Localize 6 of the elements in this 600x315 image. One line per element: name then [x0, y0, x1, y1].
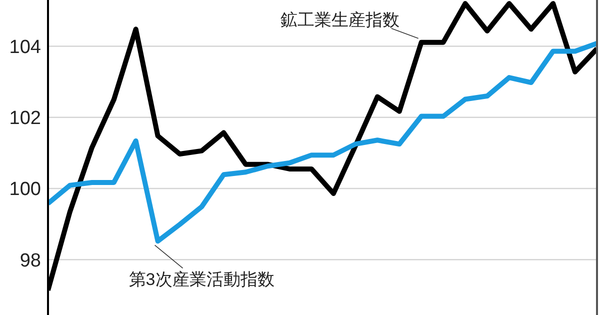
y-tick-label: 104 — [9, 36, 42, 58]
y-tick-label: 98 — [20, 250, 41, 272]
y-tick-label: 102 — [9, 108, 41, 130]
y-tick-label: 100 — [9, 179, 41, 200]
text: 第3次産業活動指数 — [128, 270, 274, 290]
series-label: 鉱工業生産指数 — [280, 10, 400, 30]
